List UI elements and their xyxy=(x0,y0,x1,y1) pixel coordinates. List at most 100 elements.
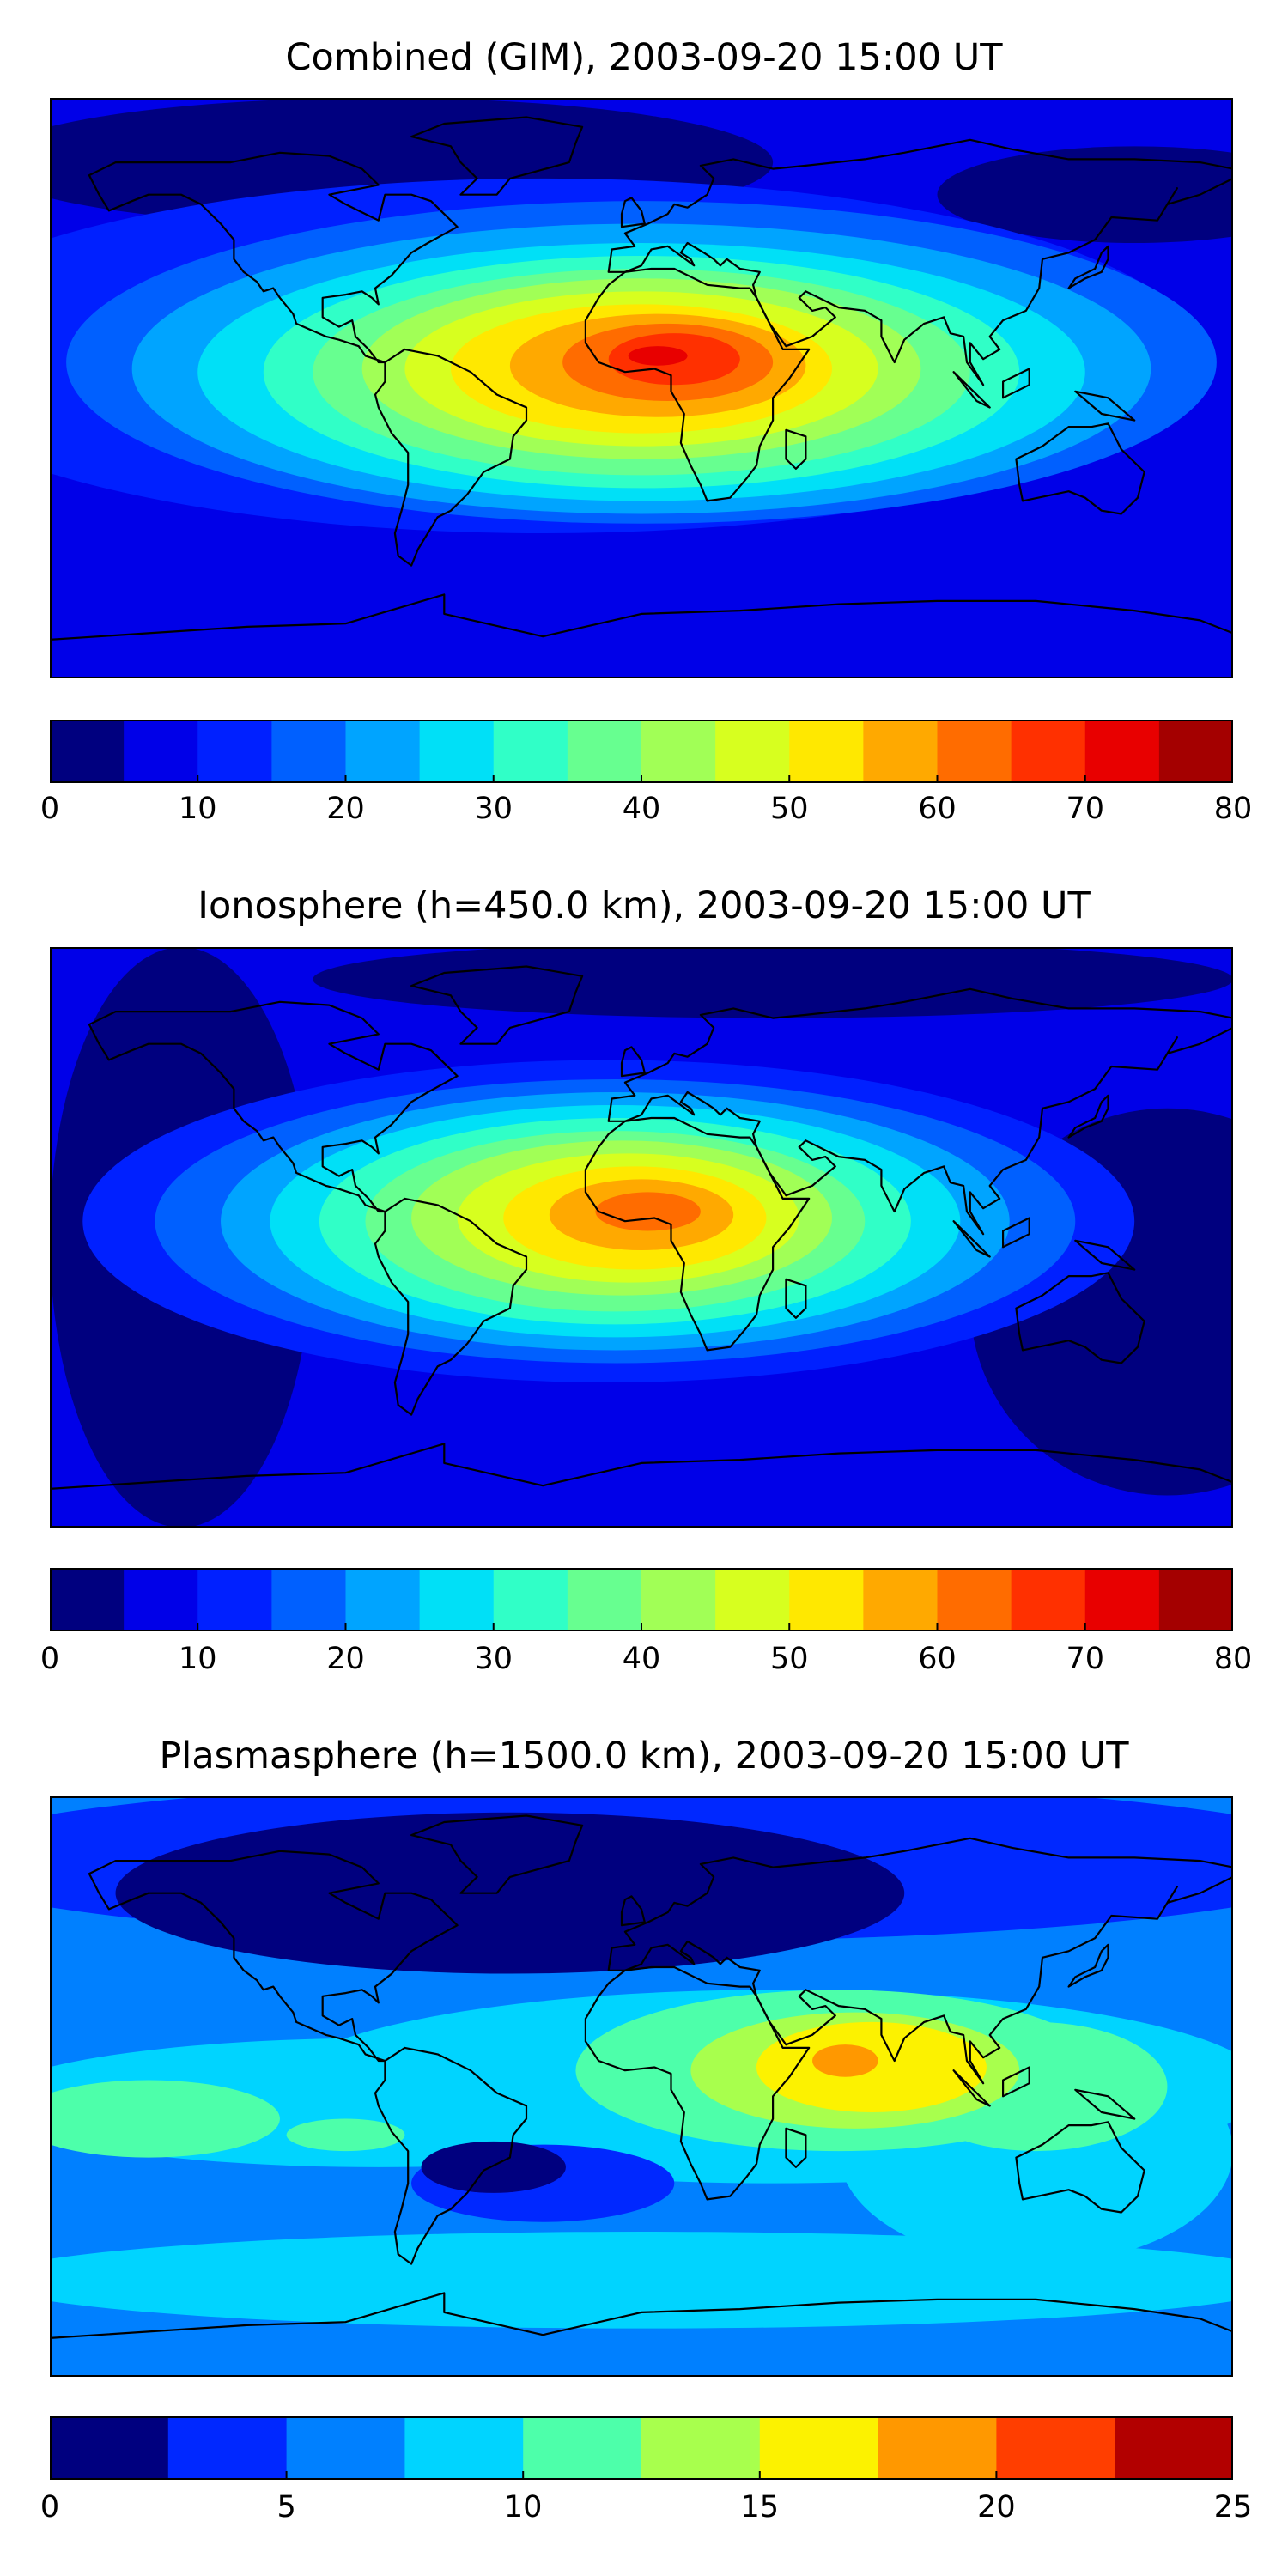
tick-label: 40 xyxy=(622,1642,661,1676)
map-svg xyxy=(50,1796,1233,2377)
colorbar-segment xyxy=(878,2416,997,2480)
colorbar-segment xyxy=(789,720,864,783)
tec-map-combined xyxy=(50,98,1233,678)
coastline xyxy=(374,348,528,567)
colorbar-segment xyxy=(937,1568,1012,1631)
colorbar-segment xyxy=(1158,720,1233,783)
colorbar-segment xyxy=(345,1568,421,1631)
coastline xyxy=(952,1220,991,1258)
tick-label: 20 xyxy=(326,1642,365,1676)
colorbar-segment xyxy=(641,720,716,783)
coastline xyxy=(1067,1094,1109,1139)
contour-region xyxy=(286,2118,405,2152)
coastline xyxy=(88,1850,459,2063)
panel-title: Plasmasphere (h=1500.0 km), 2003-09-20 1… xyxy=(159,1735,1129,1777)
contour-region xyxy=(812,2044,878,2077)
tick-label: 0 xyxy=(39,2490,60,2524)
colorbar-segment xyxy=(715,720,790,783)
coastline xyxy=(374,2046,528,2265)
coastline xyxy=(1067,245,1109,289)
tick-label: 20 xyxy=(977,2490,1016,2524)
coastline xyxy=(785,1278,807,1319)
colorbar-border xyxy=(50,2416,1233,2480)
colorbar-segment xyxy=(419,720,495,783)
colorbar-segment xyxy=(197,1568,272,1631)
contour-region xyxy=(50,2232,1233,2329)
colorbar-segment xyxy=(863,1568,938,1631)
panel-title: Ionosphere (h=450.0 km), 2003-09-20 15:0… xyxy=(197,884,1091,927)
colorbar-segment xyxy=(124,720,198,783)
coastline xyxy=(785,428,807,470)
colorbar-segment xyxy=(124,1568,198,1631)
coastline xyxy=(88,151,459,364)
coastline xyxy=(607,1837,1233,2085)
colorbar-svg xyxy=(50,2416,1233,2480)
tick-label: 5 xyxy=(276,2490,296,2524)
coastline xyxy=(1074,2088,1136,2120)
colorbar-ticks: 0 10 20 30 40 50 60 70 80 xyxy=(40,1642,1252,1693)
coastline xyxy=(785,2127,807,2168)
tick-label: 30 xyxy=(474,792,513,826)
colorbar-ticks: 0 10 20 30 40 50 60 70 80 xyxy=(40,792,1252,843)
colorbar-segment xyxy=(286,2416,405,2480)
coastline xyxy=(410,1814,584,1894)
colorbar-segment xyxy=(493,720,568,783)
coastline xyxy=(1015,2121,1145,2214)
tick-label: 80 xyxy=(1213,792,1253,826)
colorbar-svg xyxy=(50,720,1233,783)
colorbar-segment xyxy=(567,720,642,783)
contour-region xyxy=(628,346,688,366)
colorbar-segment xyxy=(641,2416,761,2480)
coastline xyxy=(1074,390,1136,422)
colorbar-segment xyxy=(50,720,125,783)
colorbar-segment xyxy=(523,2416,642,2480)
coastline xyxy=(607,138,1233,386)
colorbar-segment xyxy=(789,1568,864,1631)
colorbar-segment xyxy=(759,2416,879,2480)
coastline xyxy=(607,987,1233,1236)
colorbar-segment xyxy=(1084,720,1160,783)
tick-label: 0 xyxy=(39,1642,60,1676)
tick-label: 20 xyxy=(326,792,365,826)
colorbar-segment xyxy=(197,720,272,783)
contour-region xyxy=(595,1192,701,1231)
colorbar-plasmasphere xyxy=(50,2416,1233,2480)
colorbar-svg xyxy=(50,1568,1233,1631)
coastline xyxy=(50,593,1233,678)
colorbar-segment xyxy=(271,720,346,783)
colorbar-segment xyxy=(1158,1568,1233,1631)
coastline xyxy=(952,2069,991,2107)
coastline xyxy=(1002,1217,1030,1249)
coastline xyxy=(584,267,811,502)
tick-label: 15 xyxy=(740,2490,780,2524)
tick-label: 40 xyxy=(622,792,661,826)
coastline xyxy=(1015,422,1145,515)
colorbar-ionosphere xyxy=(50,1568,1233,1631)
colorbar-segment xyxy=(493,1568,568,1631)
colorbar-segment xyxy=(271,1568,346,1631)
colorbar-segment xyxy=(641,1568,716,1631)
tick-label: 10 xyxy=(178,1642,217,1676)
map-svg xyxy=(50,947,1233,1528)
colorbar-segment xyxy=(345,720,421,783)
map-svg xyxy=(50,98,1233,678)
colorbar-segment xyxy=(996,2416,1115,2480)
coastline xyxy=(620,1895,646,1927)
colorbar-segment xyxy=(50,1568,125,1631)
colorbar-segment xyxy=(1115,2416,1233,2480)
coastline xyxy=(88,1000,459,1213)
coastline xyxy=(952,371,991,409)
coastline xyxy=(410,116,584,196)
tick-label: 80 xyxy=(1213,1642,1253,1676)
tick-label: 10 xyxy=(178,792,217,826)
tick-label: 30 xyxy=(474,1642,513,1676)
coastline xyxy=(620,197,646,228)
colorbar-segment xyxy=(567,1568,642,1631)
panel-title: Combined (GIM), 2003-09-20 15:00 UT xyxy=(285,36,1003,79)
coastline xyxy=(410,965,584,1045)
coastline xyxy=(584,1965,811,2201)
tick-label: 70 xyxy=(1066,792,1105,826)
contour-region xyxy=(313,947,1233,1018)
colorbar-ticks: 0 5 10 15 20 25 xyxy=(40,2490,1252,2542)
tick-label: 0 xyxy=(39,792,60,826)
